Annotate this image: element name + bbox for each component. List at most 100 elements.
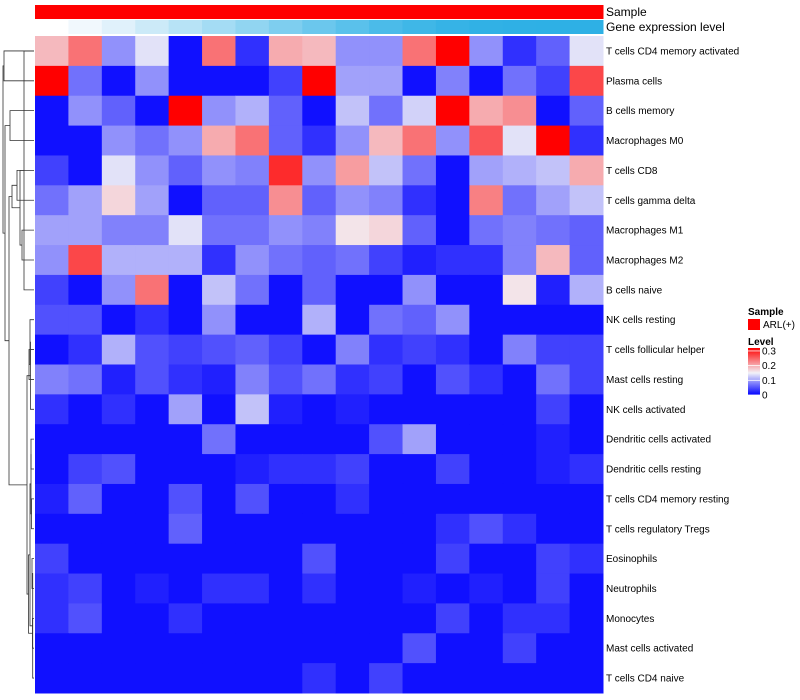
heatmap-cell xyxy=(369,185,404,216)
heatmap-cell xyxy=(35,125,69,156)
heatmap-cell xyxy=(536,155,571,186)
heatmap-cell xyxy=(369,424,404,455)
heatmap-cell xyxy=(369,304,404,336)
annotation-cell xyxy=(101,5,136,19)
heatmap-cell xyxy=(135,125,170,156)
heatmap-cell xyxy=(268,483,303,515)
heatmap-cell xyxy=(35,454,69,485)
heatmap-cell xyxy=(402,394,437,425)
heatmap-cell xyxy=(135,663,170,694)
heatmap-cell xyxy=(68,334,103,365)
dendrogram-branch xyxy=(16,169,34,201)
heatmap-cell xyxy=(335,454,370,485)
heatmap-cell xyxy=(68,36,103,67)
heatmap-cell xyxy=(168,573,203,604)
heatmap-cell xyxy=(135,454,170,485)
annotation-cell xyxy=(536,5,571,19)
heatmap-cell xyxy=(569,394,604,425)
heatmap-cell xyxy=(536,603,571,634)
heatmap-cell xyxy=(369,36,404,67)
heatmap-cell xyxy=(502,185,537,216)
heatmap-cell xyxy=(335,65,370,97)
heatmap-cell xyxy=(536,65,571,97)
heatmap-cell xyxy=(435,36,470,67)
heatmap-cell xyxy=(268,95,303,127)
heatmap-cell xyxy=(68,424,103,455)
heatmap-cell xyxy=(268,125,303,156)
heatmap-cell xyxy=(435,543,470,575)
heatmap-cell xyxy=(268,454,303,485)
heatmap-cell xyxy=(302,215,337,246)
heatmap-cell xyxy=(502,663,537,694)
heatmap-cell xyxy=(35,394,69,425)
heatmap-cell xyxy=(569,543,604,575)
heatmap-cell xyxy=(335,394,370,425)
heatmap-cell xyxy=(369,394,404,425)
heatmap-cell xyxy=(135,633,170,664)
heatmap-cell xyxy=(469,125,504,156)
heatmap-cell xyxy=(202,364,236,395)
heatmap-cell xyxy=(502,36,537,67)
heatmap-cell xyxy=(402,274,437,306)
heatmap-cell xyxy=(101,364,136,395)
heatmap-cell xyxy=(235,603,270,634)
row-label: T cells gamma delta xyxy=(606,196,696,207)
heatmap-cell xyxy=(335,424,370,455)
heatmap-cell xyxy=(402,155,437,186)
heatmap-cell xyxy=(502,394,537,425)
heatmap-cell xyxy=(536,95,571,127)
heatmap-cell xyxy=(302,603,337,634)
heatmap-cell xyxy=(135,36,170,67)
heatmap-cell xyxy=(335,274,370,306)
heatmap-cell xyxy=(68,245,103,276)
heatmap-cell xyxy=(435,185,470,216)
row-label: NK cells activated xyxy=(606,405,685,416)
heatmap-cell xyxy=(469,36,504,67)
heatmap-cell xyxy=(68,633,103,664)
legend-level-ticks: 0.3 0.2 0.1 0 xyxy=(748,346,776,402)
annotation-cell xyxy=(469,5,504,19)
row-label: T cells CD4 memory activated xyxy=(606,46,739,57)
heatmap-cell xyxy=(435,424,470,455)
heatmap-cell xyxy=(68,513,103,545)
heatmap-cell xyxy=(268,245,303,276)
heatmap-cell xyxy=(202,424,236,455)
heatmap-cell xyxy=(268,65,303,97)
heatmap-cell xyxy=(502,245,537,276)
annotation-cell xyxy=(268,5,303,19)
legend-sample-swatch xyxy=(748,319,760,330)
heatmap-cell xyxy=(68,65,103,97)
heatmap-cell xyxy=(302,304,337,336)
heatmap-cell xyxy=(335,125,370,156)
row-label: Mast cells activated xyxy=(606,644,693,655)
annotation-cell xyxy=(335,20,370,34)
heatmap-cell xyxy=(536,454,571,485)
heatmap-cell xyxy=(335,334,370,365)
heatmap-cell xyxy=(402,304,437,336)
heatmap-cell xyxy=(168,364,203,395)
heatmap-cell xyxy=(35,36,69,67)
heatmap-cell xyxy=(569,65,604,97)
heatmap-cell xyxy=(302,364,337,395)
heatmap-cell xyxy=(469,274,504,306)
heatmap-cell xyxy=(435,513,470,545)
heatmap-cell xyxy=(469,633,504,664)
heatmap-cell xyxy=(335,364,370,395)
heatmap-cell xyxy=(469,513,504,545)
heatmap-cell xyxy=(101,215,136,246)
heatmap-cell xyxy=(469,245,504,276)
heatmap-cell xyxy=(35,304,69,336)
heatmap-cell xyxy=(502,454,537,485)
heatmap-cell xyxy=(302,454,337,485)
heatmap-cell xyxy=(502,274,537,306)
heatmap-cell xyxy=(168,454,203,485)
heatmap-cell xyxy=(569,364,604,395)
heatmap-cell xyxy=(235,215,270,246)
heatmap-cell xyxy=(235,513,270,545)
heatmap-cell xyxy=(369,573,404,604)
heatmap-cell xyxy=(502,215,537,246)
heatmap-cell xyxy=(135,394,170,425)
row-label: Macrophages M2 xyxy=(606,255,684,266)
heatmap-cell xyxy=(268,185,303,216)
heatmap-cell xyxy=(168,155,203,186)
